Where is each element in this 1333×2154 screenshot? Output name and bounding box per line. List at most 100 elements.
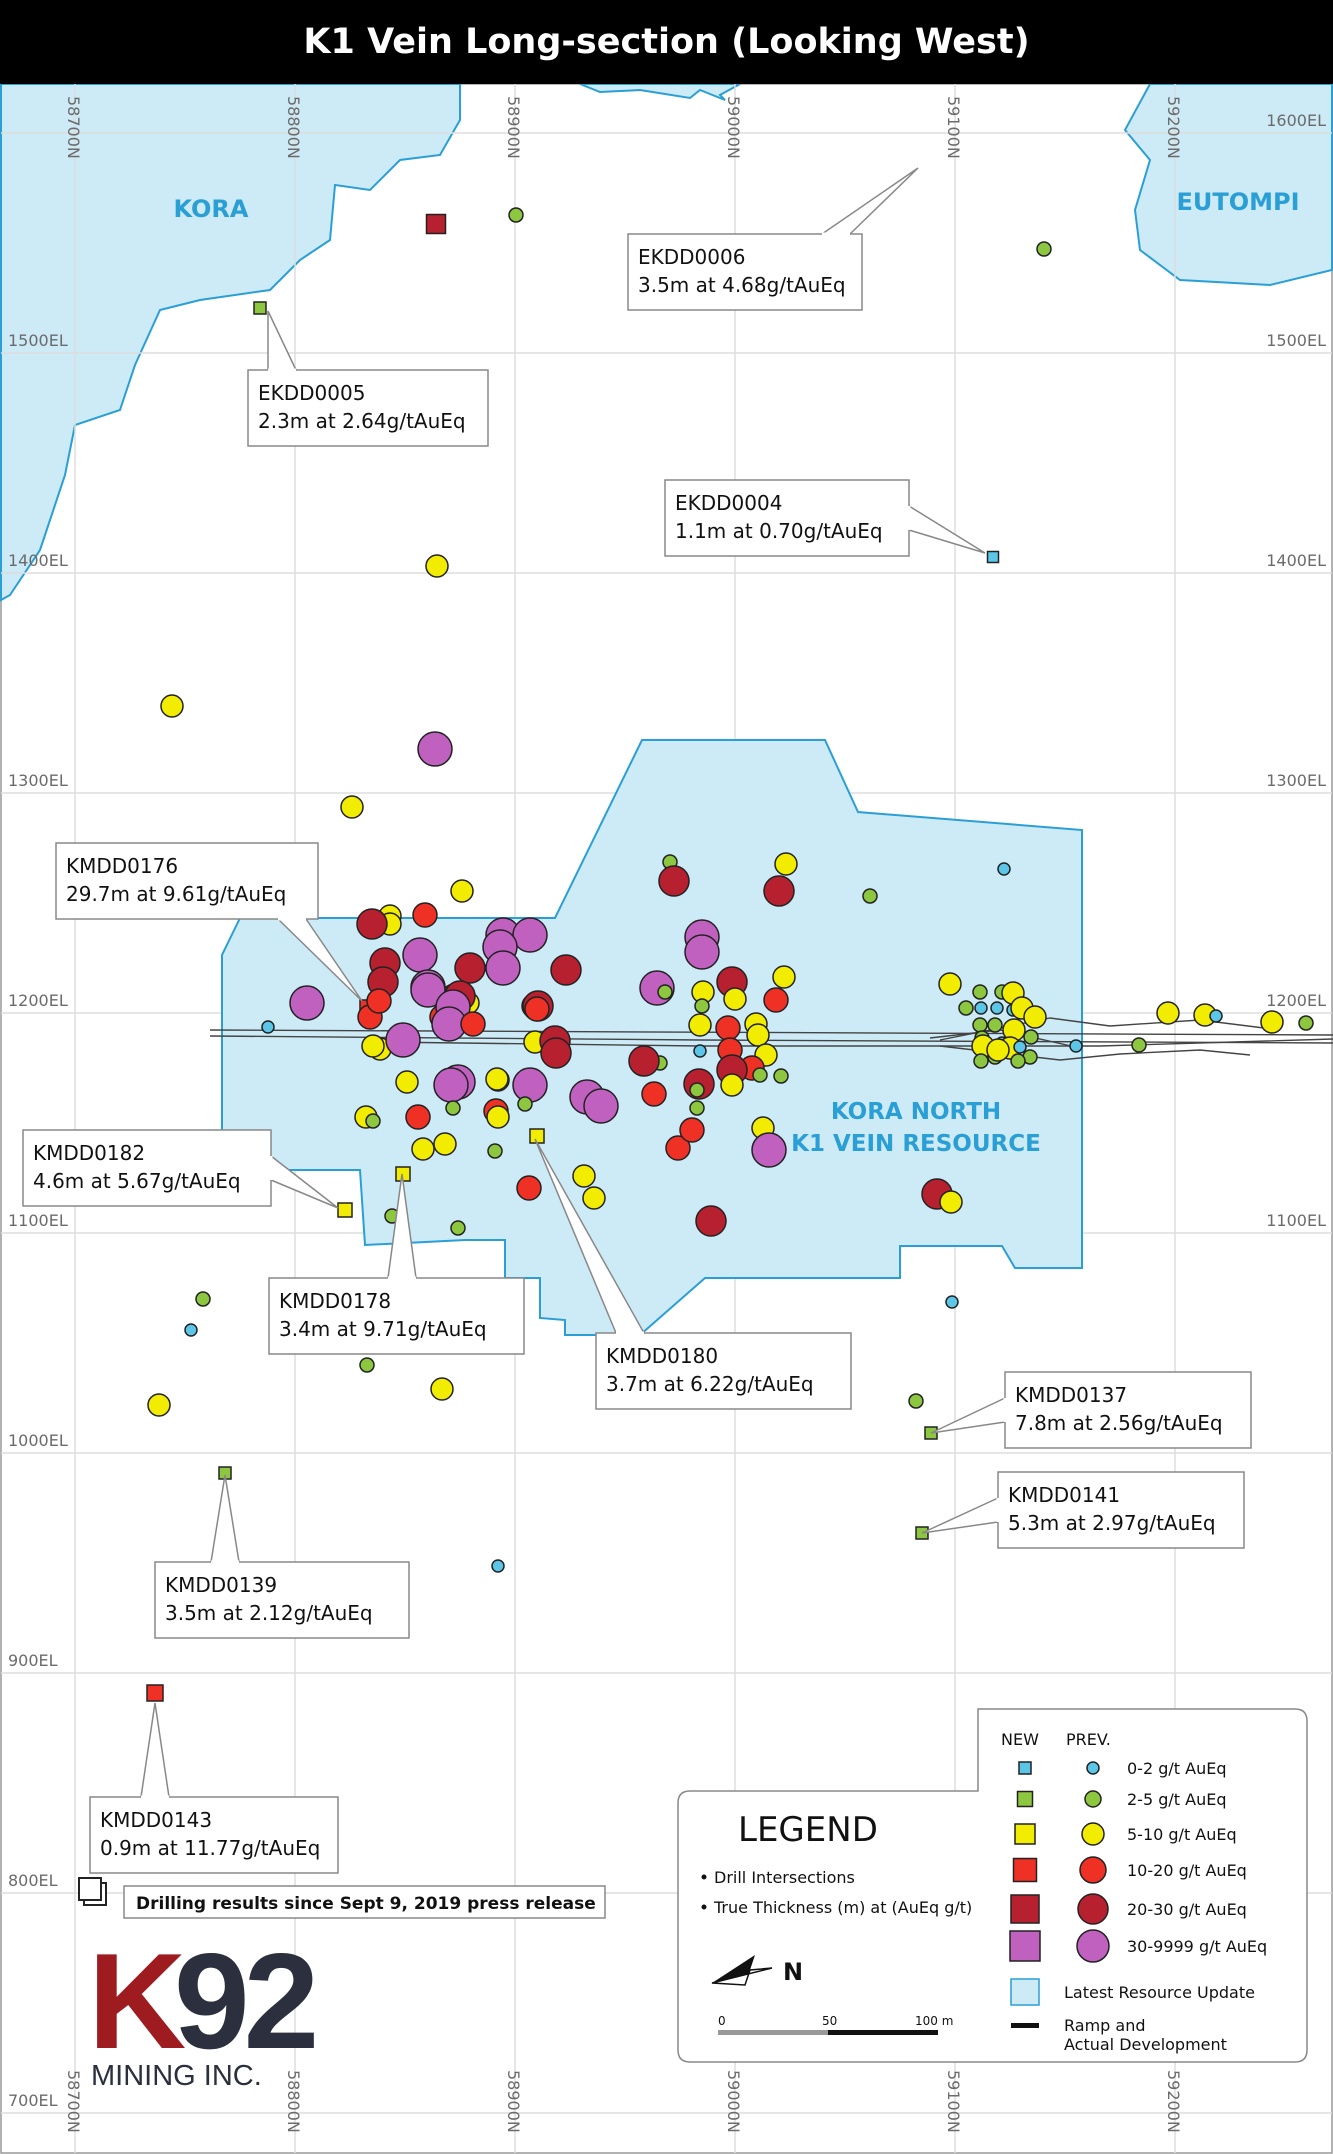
north-area	[579, 84, 741, 101]
callout-hole-id: KMDD0139	[165, 1573, 277, 1597]
long-section-map: 58700N 58800N 58900N 59000N 59100N 59200…	[0, 84, 1333, 2154]
callout-box	[997, 1471, 1245, 1549]
drill-intersection-previous	[487, 1143, 503, 1159]
legend-new-swatch	[1009, 1930, 1041, 1962]
callout-box	[55, 842, 319, 920]
callout-hole-id: KMDD0182	[33, 1141, 145, 1165]
callout-result: 2.3m at 2.64g/tAuEq	[258, 409, 466, 433]
drill-intersection-previous	[195, 1291, 211, 1307]
eutompi-area	[1123, 84, 1333, 287]
drill-intersection-previous	[491, 1559, 505, 1573]
callout-result: 3.5m at 2.12g/tAuEq	[165, 1601, 373, 1625]
callout-pointer	[930, 1397, 1006, 1434]
legend-prev-swatch	[1079, 1856, 1107, 1884]
drill-intersections	[146, 207, 1314, 1702]
elevation-label: 1400EL	[8, 551, 68, 570]
legend-new-swatch	[1016, 1790, 1034, 1808]
drill-intersection-previous	[450, 879, 474, 903]
drill-intersection-previous	[720, 1073, 744, 1097]
callout-pointer	[921, 1497, 999, 1534]
callout-box	[22, 1129, 272, 1207]
legend: LEGEND Drill Intersections True Thicknes…	[677, 1708, 1308, 2063]
k1-vein-resource-label: K1 VEIN RESOURCE	[791, 1131, 1041, 1157]
legend-ramp-swatch	[1011, 2023, 1039, 2028]
drill-intersection-previous	[460, 1011, 486, 1037]
callout-pointer	[140, 1702, 170, 1798]
drill-intersection-previous	[184, 1323, 198, 1337]
drill-intersection-previous	[450, 1220, 466, 1236]
northing-label: 59200N	[1164, 2070, 1183, 2133]
callout-result: 3.4m at 9.71g/tAuEq	[279, 1317, 487, 1341]
legend-prev-swatch	[1077, 1893, 1109, 1925]
drill-intersection-previous	[689, 1082, 705, 1098]
legend-grade-row: 2-5 g/t AuEq	[1016, 1790, 1226, 1809]
callout-box	[595, 1332, 852, 1410]
kora-label: KORA	[174, 195, 249, 223]
k92-logo: K 92 MINING INC.	[88, 1925, 321, 2092]
logo-k: K	[88, 1925, 185, 2077]
drill-intersection-previous	[972, 984, 988, 1000]
drill-intersection-previous	[658, 865, 690, 897]
legend-title: LEGEND	[738, 1810, 878, 1850]
drill-intersection-previous	[1260, 1010, 1284, 1034]
drill-intersection-previous	[908, 1393, 924, 1409]
hole-callout: KMDD0182 4.6m at 5.67g/tAuEq	[22, 1129, 339, 1209]
drill-intersection-previous	[862, 888, 878, 904]
legend-grade-rows: 0-2 g/t AuEq 2-5 g/t AuEq 5-10 g/t AuEq 10-…	[1009, 1759, 1267, 1963]
drill-intersection-previous	[657, 984, 673, 1000]
legend-prev-swatch	[1086, 1761, 1100, 1775]
drill-intersection-new	[986, 550, 1000, 564]
callouts: EKDD0006 3.5m at 4.68g/tAuEq EKDD0005 2.3m …	[22, 167, 1252, 1874]
drill-intersection-previous	[1131, 1037, 1147, 1053]
northing-label: 59100N	[944, 2070, 963, 2133]
legend-grade-label: 2-5 g/t AuEq	[1127, 1790, 1226, 1809]
drill-intersection-previous	[356, 908, 388, 940]
drill-intersection-previous	[641, 1081, 667, 1107]
callout-result: 7.8m at 2.56g/tAuEq	[1015, 1411, 1223, 1435]
drill-intersection-previous	[774, 852, 798, 876]
drill-intersection-previous	[997, 862, 1011, 876]
drill-intersection-previous	[689, 1100, 705, 1116]
drill-intersection-previous	[289, 985, 325, 1021]
legend-new-swatch	[1012, 1857, 1038, 1883]
drill-intersection-previous	[972, 1017, 988, 1033]
drill-intersection-previous	[540, 1037, 572, 1069]
drill-intersection-previous	[361, 1034, 385, 1058]
callout-pointer	[534, 1138, 645, 1334]
drill-intersection-previous	[486, 1105, 510, 1129]
northing-label: 58700N	[64, 2070, 83, 2133]
callout-result: 4.6m at 5.67g/tAuEq	[33, 1169, 241, 1193]
drill-intersection-previous	[763, 875, 795, 907]
callout-pointer	[270, 1155, 339, 1209]
legend-col-new: NEW	[1001, 1730, 1039, 1749]
kora-north-label: KORA NORTH	[831, 1099, 1001, 1125]
elevation-label: 1600EL	[1266, 111, 1326, 130]
drill-intersection-previous	[365, 1113, 381, 1129]
callout-result: 0.9m at 11.77g/tAuEq	[100, 1836, 320, 1860]
elevation-label: 1200EL	[1266, 991, 1326, 1010]
elevation-label: 1100EL	[8, 1211, 68, 1230]
drill-intersection-previous	[693, 1044, 707, 1058]
callout-hole-id: KMDD0141	[1008, 1483, 1120, 1507]
drill-intersection-previous	[1023, 1029, 1039, 1045]
drill-intersection-previous	[512, 917, 548, 953]
drill-intersection-previous	[340, 795, 364, 819]
legend-grade-row: 5-10 g/t AuEq	[1014, 1822, 1237, 1846]
northing-label: 59100N	[944, 96, 963, 159]
elevation-label: 700EL	[8, 2091, 58, 2110]
hole-callout: KMDD0139 3.5m at 2.12g/tAuEq	[154, 1474, 410, 1639]
drill-intersection-previous	[1069, 1039, 1083, 1053]
hole-callout: KMDD0137 7.8m at 2.56g/tAuEq	[930, 1371, 1252, 1449]
hole-callout: EKDD0004 1.1m at 0.70g/tAuEq	[664, 479, 986, 557]
legend-ramp-label: Ramp and Actual Development	[1064, 2016, 1227, 2054]
legend-prev-swatch	[1081, 1822, 1105, 1846]
legend-grade-label: 0-2 g/t AuEq	[1127, 1759, 1226, 1778]
drill-intersection-previous	[986, 1038, 1010, 1062]
drill-intersection-previous	[1298, 1015, 1314, 1031]
callout-result: 29.7m at 9.61g/tAuEq	[66, 882, 286, 906]
eutompi-label: EUTOMPI	[1176, 188, 1299, 216]
drill-intersection-previous	[516, 1175, 542, 1201]
callout-box	[154, 1561, 410, 1639]
callout-hole-id: KMDD0143	[100, 1808, 212, 1832]
drill-intersection-previous	[430, 1377, 454, 1401]
